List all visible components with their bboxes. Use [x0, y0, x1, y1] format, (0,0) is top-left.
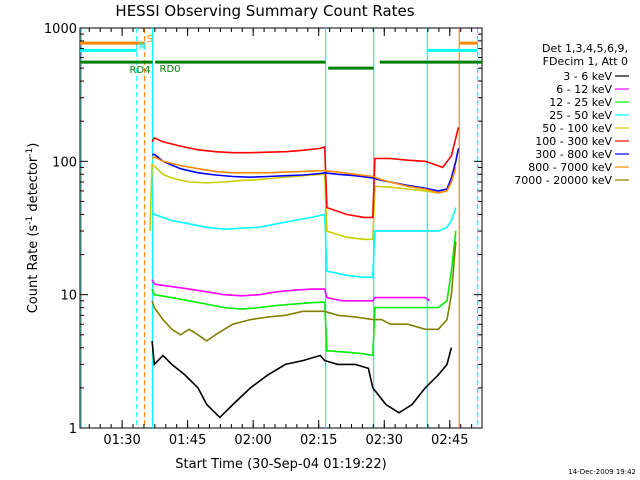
- legend-label-100-300-kev: 100 - 300 keV: [535, 135, 612, 148]
- state-label-rd4: RD4: [130, 65, 151, 76]
- series-lines: [149, 127, 460, 419]
- y-axis-label: Count Rate (s-1 detector-1): [25, 143, 41, 314]
- state-label-rd0: RD0: [160, 64, 181, 75]
- series-300-800-kev: [151, 148, 460, 192]
- legend-label-12-25-kev: 12 - 25 keV: [549, 96, 612, 109]
- y-axis-ticks: 1 10 100 1000: [44, 22, 482, 437]
- x-tick-label-01:30: 01:30: [103, 433, 140, 448]
- series-25-50-kev: [151, 207, 457, 279]
- state-bars: SN RD4 RD0: [80, 34, 482, 76]
- legend-label-800-7000-kev: 800 - 7000 keV: [528, 161, 612, 174]
- legend-label-6-12-kev: 6 - 12 keV: [556, 83, 612, 96]
- legend-label-7000-20000-kev: 7000 - 20000 keV: [514, 174, 612, 187]
- y-tick-label-1000: 1000: [44, 22, 77, 37]
- legend: Det 1,3,4,5,6,9,FDecim 1, Att 0 3 - 6 keV…: [514, 42, 629, 187]
- legend-label-3-6-kev: 3 - 6 keV: [563, 70, 612, 83]
- plot-frame: [79, 27, 483, 429]
- x-tick-label-02:45: 02:45: [431, 433, 468, 448]
- legend-label-50-100-kev: 50 - 100 keV: [542, 122, 612, 135]
- x-tick-label-02:15: 02:15: [300, 433, 337, 448]
- timestamp: 14-Dec-2009 19:42: [568, 468, 636, 476]
- x-tick-label-01:45: 01:45: [169, 433, 206, 448]
- series-3-6-kev: [151, 340, 453, 419]
- x-tick-label-02:30: 02:30: [366, 433, 403, 448]
- series-100-300-kev: [151, 127, 460, 219]
- legend-header-1: FDecim 1, Att 0: [543, 55, 628, 68]
- x-axis-ticks: 01:30 01:45 02:00 02:15 02:30 02:45: [88, 28, 473, 448]
- series-800-7000-kev: [151, 155, 457, 194]
- legend-header-0: Det 1,3,4,5,6,9,: [542, 42, 628, 55]
- y-tick-label-100: 100: [52, 155, 77, 170]
- y-tick-label-1: 1: [69, 422, 77, 437]
- series-50-100-kev: [149, 161, 457, 241]
- legend-label-300-800-kev: 300 - 800 keV: [535, 148, 612, 161]
- state-label-n: N: [139, 41, 146, 52]
- x-axis-label: Start Time (30-Sep-04 01:19:22): [175, 457, 386, 472]
- x-tick-label-02:00: 02:00: [234, 433, 271, 448]
- y-tick-label-10: 10: [60, 289, 77, 304]
- state-label-s: S: [147, 34, 153, 45]
- legend-label-25-50-kev: 25 - 50 keV: [549, 109, 612, 122]
- chart-title: HESSI Observing Summary Count Rates: [115, 2, 414, 20]
- series-7000-20000-kev: [151, 241, 457, 342]
- series-6-12-kev: [151, 279, 431, 302]
- series-12-25-kev: [151, 231, 457, 357]
